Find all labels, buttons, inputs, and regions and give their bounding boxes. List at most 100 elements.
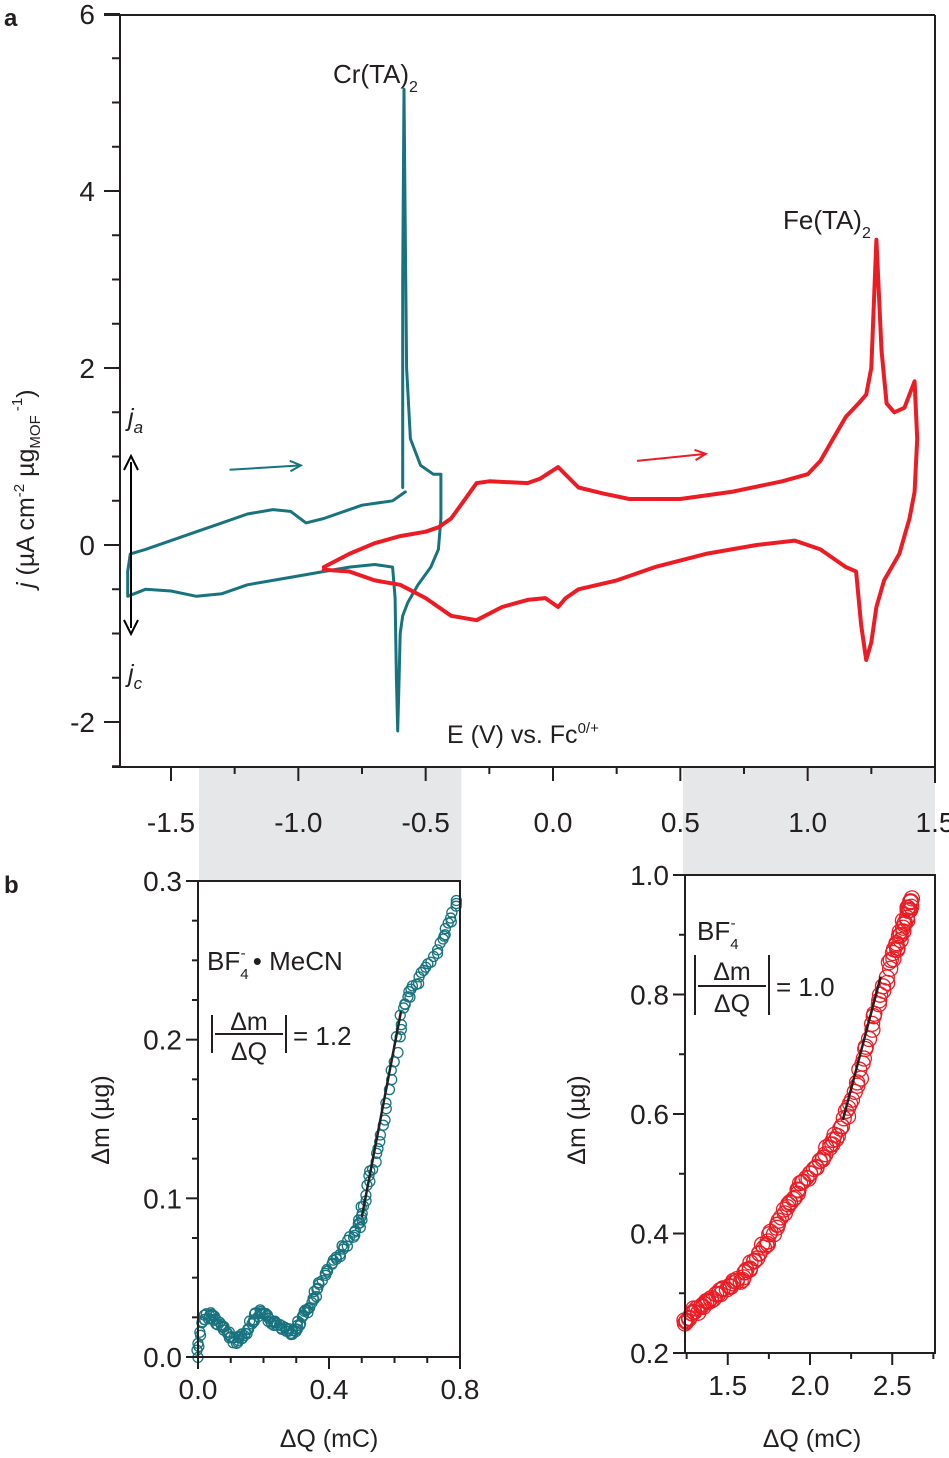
data-point (439, 929, 451, 941)
data-point (404, 991, 416, 1003)
x-tick-label: 0.4 (310, 1374, 349, 1405)
ylabel-j: j (12, 581, 40, 591)
eqcm-fe-fit (841, 976, 882, 1121)
fit-line (841, 976, 882, 1121)
panel-b-label: b (4, 872, 19, 899)
arrow-right-icon (694, 448, 709, 461)
data-point (412, 977, 425, 990)
data-point (790, 1182, 807, 1199)
xlabel-sup: 0/+ (578, 720, 600, 737)
data-point (871, 986, 889, 1003)
eqcm-cr-axes (186, 880, 461, 1369)
cv-y-tick-label: 2 (79, 353, 95, 384)
arrow-down-icon (123, 619, 139, 637)
species-sub: 4 (240, 966, 248, 983)
y-tick-label: 1.0 (630, 860, 669, 891)
eqcm-fe-y-label: Δm (µg) (563, 1075, 591, 1164)
data-point (857, 1038, 874, 1055)
data-point (282, 1325, 295, 1337)
data-point (903, 890, 921, 907)
x-tick-label: 0.8 (441, 1374, 480, 1405)
species-bf: BF (697, 916, 730, 946)
data-point (370, 1147, 383, 1159)
ja-sub: a (134, 418, 143, 437)
data-point (380, 1097, 392, 1109)
eqcm-cr-fit (360, 1010, 403, 1218)
data-point (388, 1056, 400, 1068)
ylabel-end: ) (12, 389, 40, 397)
cv-y-tick-label: 6 (79, 0, 95, 30)
data-point (860, 1030, 878, 1048)
slope-numerator: Δm (230, 1008, 268, 1036)
ylabel-sup1: -2 (11, 484, 28, 497)
data-point (786, 1189, 803, 1206)
data-point (855, 1050, 873, 1067)
scan-arrow-shaft (636, 452, 706, 462)
cv-x-tick-label: 1.0 (788, 807, 827, 838)
data-point (745, 1253, 763, 1270)
data-point (450, 894, 463, 907)
x-tick-label: 2.5 (873, 1370, 912, 1401)
eqcm-cr-points (191, 894, 463, 1364)
scan-direction-arrows (229, 448, 709, 473)
species-sub: 4 (730, 936, 738, 953)
y-tick-label: 0.6 (630, 1099, 669, 1130)
data-point (902, 893, 919, 910)
eqcm-cr-tick-labels: 0.0 0.1 0.2 0.3 0.0 0.4 0.8 (143, 866, 479, 1405)
eqcm-fe-points (676, 890, 921, 1332)
slope-value: = 1.2 (293, 1021, 352, 1051)
fit-line (360, 1010, 403, 1218)
eqcm-fe-species: BF4 - (697, 915, 739, 953)
highlight-bands (199, 768, 935, 881)
species-sup: - (241, 945, 246, 962)
data-point (425, 956, 437, 968)
ja-label: ja (125, 404, 143, 437)
data-point (450, 897, 462, 910)
arrow-right-icon (289, 459, 304, 473)
data-point (863, 1015, 881, 1033)
scan-arrow-shaft (229, 464, 301, 471)
species-rest: • MeCN (246, 946, 343, 976)
cv-x-axis-label: E (V) vs. Fc0/+ (447, 720, 599, 749)
data-point (780, 1196, 797, 1213)
data-point (308, 1293, 320, 1306)
highlight-band (199, 768, 462, 881)
arrow-up-icon (123, 453, 139, 471)
data-point (347, 1231, 360, 1243)
data-point (313, 1278, 325, 1291)
cv-y-tick-label: -2 (70, 707, 95, 738)
cv-x-tick-label: 0.5 (661, 807, 700, 838)
x-tick-label: 1.5 (708, 1370, 747, 1401)
data-point (403, 985, 415, 998)
cv-x-tick-label: 1.5 (916, 807, 949, 838)
highlight-band (682, 768, 935, 875)
fe-cv-trace (321, 237, 920, 662)
slope-denominator: ΔQ (231, 1038, 267, 1066)
cv-y-tick-label: 0 (79, 530, 95, 561)
xlabel-main: E (V) vs. Fc (447, 721, 578, 749)
y-tick-label: 0.2 (630, 1338, 669, 1369)
slope-denominator: ΔQ (714, 990, 750, 1018)
slope-value: = 1.0 (776, 972, 835, 1002)
data-point (900, 901, 918, 919)
data-point (833, 1117, 850, 1135)
ylabel-sub: MOF (27, 415, 44, 448)
data-point (241, 1328, 253, 1340)
jc-label: jc (125, 660, 143, 693)
data-point (352, 1214, 365, 1226)
eqcm-cr-y-label: Δm (µg) (87, 1075, 115, 1164)
data-point (829, 1127, 846, 1145)
eqcm-fe-tick-labels: 0.2 0.4 0.6 0.8 1.0 1.5 2.0 2.5 (630, 860, 912, 1401)
jc-j: j (125, 660, 135, 688)
fe-label-text: Fe(TA) (783, 205, 862, 235)
cv-axes (104, 13, 936, 783)
data-point (438, 930, 450, 942)
cv-series-layer (126, 87, 920, 733)
ylabel-mid: µg (12, 449, 40, 484)
y-tick-label: 0.2 (143, 1025, 182, 1056)
y-tick-label: 0.0 (143, 1342, 182, 1373)
data-point (785, 1190, 802, 1208)
eqcm-cr-slope: Δm ΔQ = 1.2 (211, 1008, 352, 1066)
cr-label-sub: 2 (409, 79, 418, 96)
